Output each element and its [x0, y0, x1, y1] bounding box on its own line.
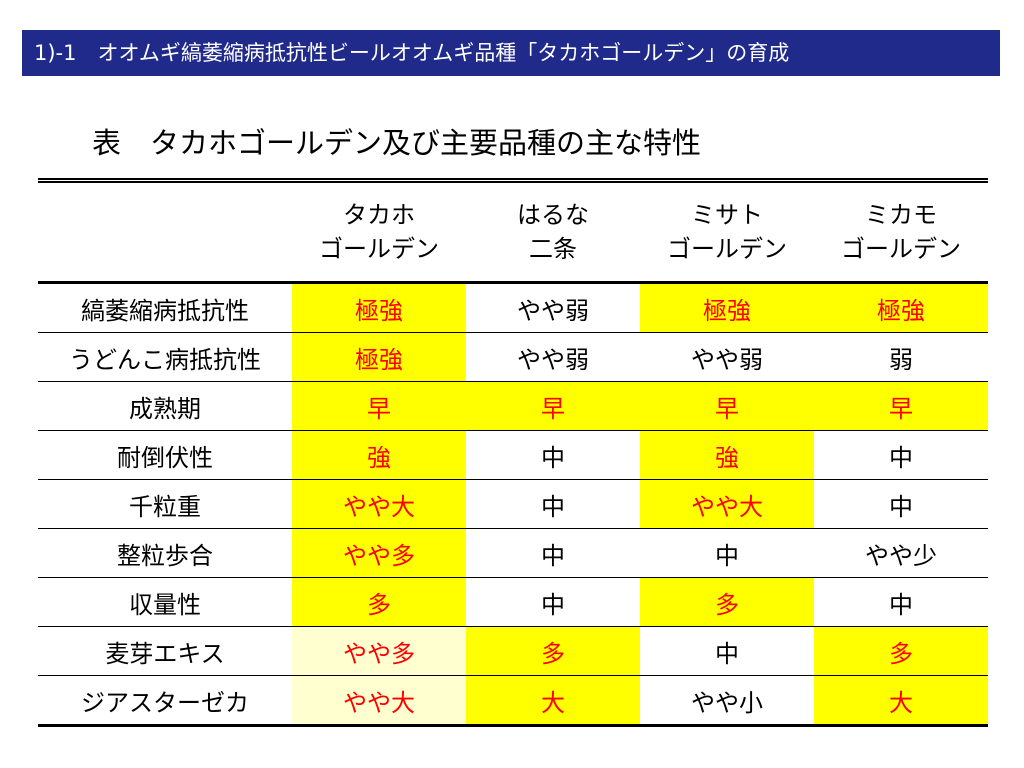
table-row: うどんこ病抵抗性 極強 やや弱 やや弱弱	[38, 332, 988, 382]
characteristics-table-wrapper: タカホ ゴールデン はるな 二条 ミサト ゴールデン ミカモ ゴールデン 縞萎縮…	[38, 178, 988, 727]
table-cell: 極強	[292, 282, 466, 333]
row-label: 整粒歩合	[38, 528, 292, 578]
table-cell: 早	[292, 381, 466, 431]
table-cell: 極強	[292, 332, 466, 382]
table-row: ジアスターゼカ やや大大やや小大	[38, 675, 988, 727]
table-cell: 中	[814, 430, 988, 480]
table-row: 耐倒伏性強中強中	[38, 430, 988, 480]
table-caption: 表 タカホゴールデン及び主要品種の主な特性	[92, 126, 702, 160]
table-cell: 大	[814, 675, 988, 727]
table-cell: やや大	[292, 675, 466, 727]
row-label: ジアスターゼカ	[38, 675, 292, 727]
table-cell: 中	[814, 479, 988, 529]
table-row: 麦芽エキス やや多多中多	[38, 626, 988, 676]
characteristics-table: タカホ ゴールデン はるな 二条 ミサト ゴールデン ミカモ ゴールデン 縞萎縮…	[38, 183, 988, 727]
table-cell: 中	[466, 430, 640, 480]
row-label: 千粒重	[38, 479, 292, 529]
variety-header-misato-golden: ミサト ゴールデン	[640, 183, 814, 284]
slide-title: 1)-1 オオムギ縞萎縮病抵抗性ビールオオムギ品種「タカホゴールデン」の育成	[34, 41, 790, 65]
table-row: 整粒歩合 やや多中中やや少	[38, 528, 988, 578]
table-cell: 大	[466, 675, 640, 727]
table-cell: 多	[640, 577, 814, 627]
row-label: 麦芽エキス	[38, 626, 292, 676]
table-cell: 多	[292, 577, 466, 627]
row-label: 縞萎縮病抵抗性	[38, 282, 292, 333]
table-cell: やや大	[292, 479, 466, 529]
row-label: 収量性	[38, 577, 292, 627]
table-row: 縞萎縮病抵抗性 極強 やや弱 極強 極強	[38, 282, 988, 333]
table-cell: 中	[640, 626, 814, 676]
table-cell: 極強	[814, 282, 988, 333]
table-cell: 早	[640, 381, 814, 431]
table-cell: やや多	[292, 626, 466, 676]
table-cell: 強	[292, 430, 466, 480]
table-cell: 中	[466, 479, 640, 529]
table-body: 縞萎縮病抵抗性 極強 やや弱 極強 極強 うどんこ病抵抗性 極強 やや弱 やや弱弱成熟期早早早早…	[38, 282, 988, 727]
table-row: 千粒重 やや大中やや大中	[38, 479, 988, 529]
table-cell: やや弱	[466, 332, 640, 382]
table-cell: 強	[640, 430, 814, 480]
variety-header-takaho-golden: タカホ ゴールデン	[292, 183, 466, 284]
table-cell: 極強	[640, 282, 814, 333]
variety-header-mikamo-golden: ミカモ ゴールデン	[814, 183, 988, 284]
table-row: 成熟期早早早早	[38, 381, 988, 431]
table-cell: やや少	[814, 528, 988, 578]
row-label: 耐倒伏性	[38, 430, 292, 480]
table-cell: 中	[466, 528, 640, 578]
table-cell: 早	[466, 381, 640, 431]
table-cell: 多	[814, 626, 988, 676]
table-cell: 弱	[814, 332, 988, 382]
table-cell: やや弱	[466, 282, 640, 333]
header-row: タカホ ゴールデン はるな 二条 ミサト ゴールデン ミカモ ゴールデン	[38, 183, 988, 284]
table-cell: 中	[640, 528, 814, 578]
variety-header-haruna-nijo: はるな 二条	[466, 183, 640, 284]
row-label: うどんこ病抵抗性	[38, 332, 292, 382]
table-cell: 早	[814, 381, 988, 431]
table-cell: 中	[466, 577, 640, 627]
corner-header-cell	[38, 183, 292, 284]
table-cell: やや大	[640, 479, 814, 529]
table-cell: やや小	[640, 675, 814, 727]
row-label: 成熟期	[38, 381, 292, 431]
table-row: 収量性多中多中	[38, 577, 988, 627]
table-cell: やや多	[292, 528, 466, 578]
table-cell: やや弱	[640, 332, 814, 382]
table-cell: 多	[466, 626, 640, 676]
table-cell: 中	[814, 577, 988, 627]
slide-title-bar: 1)-1 オオムギ縞萎縮病抵抗性ビールオオムギ品種「タカホゴールデン」の育成	[22, 30, 1000, 76]
